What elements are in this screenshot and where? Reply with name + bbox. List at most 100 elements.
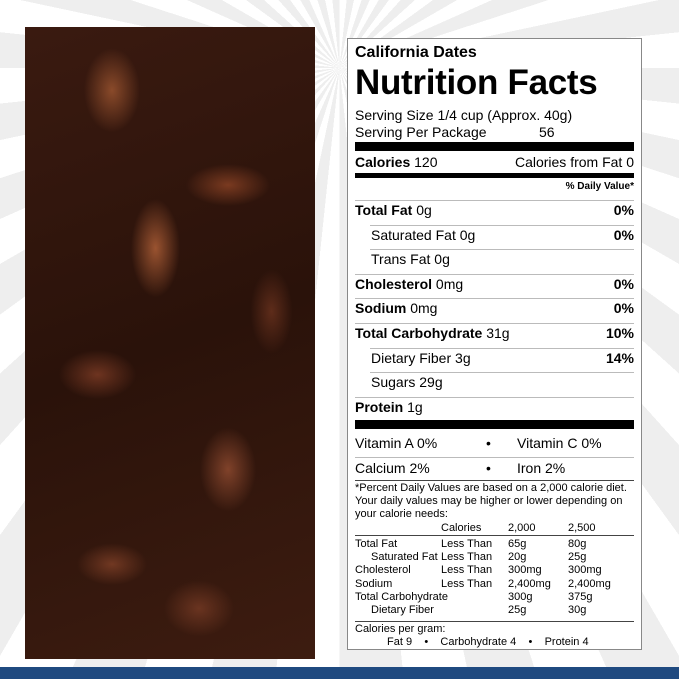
table-cell: 80g [568, 538, 587, 550]
nutrient-name: Total Carbohydrate [355, 325, 483, 341]
calories-per-gram: Calories per gram: [355, 623, 446, 635]
nutrient-dv: 14% [605, 349, 634, 366]
bullet: • [486, 435, 491, 451]
servings-label: Serving Per Package [355, 124, 487, 140]
nutrient-dv: 0% [613, 300, 634, 317]
divider-thick [355, 420, 634, 429]
table-cell: Less Than [441, 564, 493, 577]
table-cell: 300g [508, 590, 533, 603]
bullet: • [528, 636, 533, 648]
nutrient-name: Total Fat [355, 202, 413, 218]
table-cell: 65g [508, 538, 527, 550]
vitamin-right: Vitamin C 0% [517, 435, 602, 451]
table-cell: Calories [441, 522, 482, 534]
nutrition-label: California Dates Nutrition Facts Serving… [347, 38, 642, 650]
table-cell: 375g [568, 590, 593, 603]
calories-from-fat: Calories from Fat 0 [514, 154, 634, 170]
vitamin-right: Iron 2% [517, 460, 566, 476]
table-cell: 2,400mg [508, 577, 551, 590]
table-cell: Total Carbohydrate [355, 590, 448, 603]
nutrient-amount: 1g [407, 398, 423, 415]
nutrient-amount: 3g [455, 349, 471, 366]
divider [355, 323, 634, 324]
nutrient-row: Saturated Fat 0g 0% [355, 227, 634, 243]
nutrient-row: Cholesterol 0mg 0% [355, 276, 634, 292]
table-cell: 25g [508, 604, 527, 616]
bullet: • [424, 636, 429, 648]
divider [370, 224, 634, 226]
divider [355, 273, 634, 275]
nutrient-amount: 0g [459, 226, 476, 243]
calories-per-gram-values: Fat 9 • Carbohydrate 4 • Protein 4 [355, 636, 634, 648]
nutrient-dv: 0% [613, 226, 634, 243]
bullet: • [486, 460, 491, 476]
nutrient-name: Saturated Fat [371, 226, 456, 243]
nutrient-name: Sodium [355, 300, 407, 317]
nutrient-name: Dietary Fiber [371, 349, 452, 366]
serving-size: Serving Size 1/4 cup (Approx. 40g) [355, 107, 573, 123]
divider [355, 200, 634, 201]
footnote: *Percent Daily Values are based on a 2,0… [355, 482, 627, 520]
divider-medium [355, 173, 634, 178]
nutrient-amount: 0mg [410, 300, 438, 317]
vitamin-row: Vitamin A 0% • Vitamin C 0% [355, 435, 634, 451]
divider [370, 249, 634, 251]
vitamin-left: Vitamin A 0% [355, 435, 438, 451]
table-cell: 300mg [568, 564, 602, 577]
table-cell: 2,400mg [568, 577, 611, 590]
divider [355, 457, 634, 458]
nutrient-row: Protein 1g [355, 399, 634, 415]
nutrient-amount: 0mg [435, 275, 464, 292]
divider [370, 347, 634, 349]
divider [355, 298, 634, 300]
carb-per-gram: Carbohydrate 4 [440, 636, 517, 648]
table-cell: Less Than [441, 577, 493, 590]
calories-label: Calories [355, 154, 411, 170]
divider [355, 621, 634, 622]
table-cell: 25g [568, 551, 587, 564]
table-cell: Less Than [441, 551, 493, 564]
nutrient-dv: 0% [613, 202, 634, 218]
footer-bar [0, 667, 679, 679]
nutrient-name: Sugars [371, 374, 416, 391]
divider [370, 372, 634, 374]
nutrient-row: Total Carbohydrate 31g 10% [355, 325, 634, 341]
nutrient-row: Sugars 29g [355, 374, 634, 390]
dv-header: % Daily Value* [565, 181, 634, 192]
table-cell: 30g [568, 604, 587, 616]
nutrient-amount: 0g [416, 202, 432, 218]
table-cell: Total Fat [355, 538, 398, 550]
dates-photo [25, 27, 315, 659]
brand-name: California Dates [355, 44, 477, 61]
nutrient-amount: 31g [486, 325, 510, 341]
table-cell: Less Than [441, 538, 493, 550]
calories-row: Calories 120 Calories from Fat 0 [355, 154, 634, 170]
nutrient-name: Protein [355, 398, 404, 415]
nutrient-row: Dietary Fiber 3g 14% [355, 350, 634, 366]
table-cell: Saturated Fat [371, 551, 438, 564]
table-cell: 2,500 [568, 522, 596, 534]
nutrient-amount: 0g [434, 251, 450, 268]
vitamin-row: Calcium 2% • Iron 2% [355, 460, 634, 476]
nutrient-row: Total Fat 0g 0% [355, 202, 634, 218]
divider [355, 396, 634, 398]
nutrient-name: Trans Fat [371, 251, 431, 268]
label-title: Nutrition Facts [355, 63, 598, 102]
table-cell: Sodium [355, 577, 393, 590]
table-cell: 300mg [508, 564, 542, 577]
nutrient-amount: 29g [419, 374, 443, 391]
table-cell: Dietary Fiber [371, 604, 434, 616]
nutrient-row: Sodium 0mg 0% [355, 300, 634, 316]
divider-thick [355, 142, 634, 151]
servings-value: 56 [539, 124, 555, 140]
calories-value: 120 [414, 154, 438, 170]
divider [355, 480, 634, 481]
table-cell: Cholesterol [355, 564, 411, 577]
fat-per-gram: Fat 9 [387, 636, 413, 648]
protein-per-gram: Protein 4 [544, 636, 589, 648]
vitamin-left: Calcium 2% [355, 460, 430, 476]
divider [355, 535, 634, 536]
nutrient-dv: 10% [605, 325, 634, 341]
servings-per-package: Serving Per Package 56 [355, 124, 634, 140]
table-cell: 2,000 [508, 522, 536, 534]
